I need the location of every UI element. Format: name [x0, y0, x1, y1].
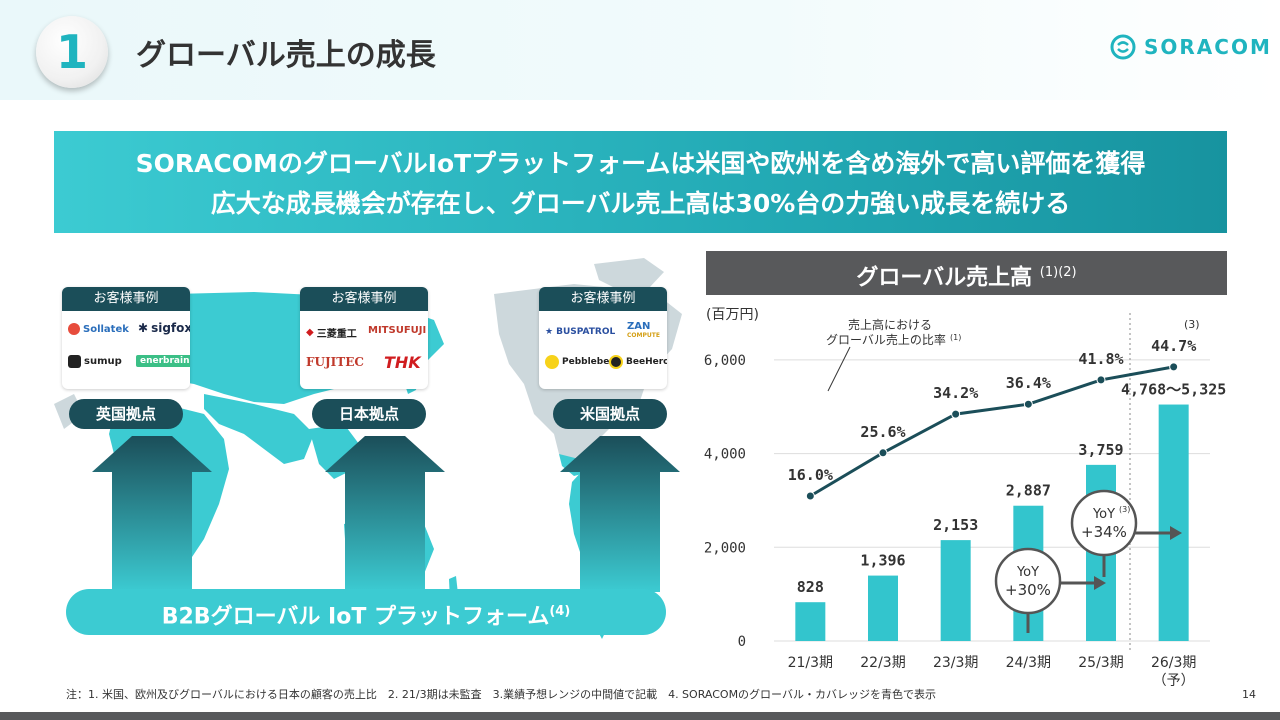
yoy-label: YoY [1092, 507, 1115, 522]
y-tick-label: 4,000 [704, 447, 746, 463]
line-series-name-note: (1) [950, 333, 961, 342]
y-tick-label: 6,000 [704, 353, 746, 369]
x-tick-label: 23/3期 [933, 655, 978, 671]
yoy-note: (3) [1119, 505, 1130, 514]
x-tick-label: 26/3期 [1151, 655, 1196, 671]
yoy-annotation: YoY (3) +34% [1070, 489, 1182, 577]
case-box-uk: お客様事例 Sollatek ✱ sigfox sumup enerbrain [62, 287, 190, 389]
logo-zan-compute: ZAN COMPUTE [627, 321, 660, 339]
arrow-uk [92, 436, 212, 592]
headline-line-1: SORACOMのグローバルIoTプラットフォームは米国や欧州を含め海外で高い評価… [135, 149, 1146, 178]
line-point-label: 34.2% [933, 384, 978, 402]
yoy-annotation: YoY+30% [994, 547, 1106, 633]
bar-value-label: 2,153 [933, 516, 978, 534]
logo-mitsubishi-heavy: ◆ 三菱重工 [306, 327, 357, 340]
bar [868, 575, 898, 641]
bottom-bar [0, 712, 1280, 720]
y-tick-label: 0 [738, 634, 746, 650]
bar-value-label: 828 [797, 578, 824, 596]
y-tick-label: 2,000 [704, 540, 746, 556]
soracom-logo-icon [1110, 34, 1136, 60]
section-number-badge: 1 [36, 16, 108, 88]
logo-mitsufuji: MITSUFUJI [368, 325, 427, 336]
revenue-chart: (百万円) 0 2,000 4,000 6,000 828 1,396 2,153 2,88… [704, 307, 1226, 689]
arrow-us [560, 436, 680, 592]
case-box-us: お客様事例 ★ BUSPATROL ZAN COMPUTE Pebblebee B… [539, 287, 667, 389]
line-point-label: 41.8% [1078, 350, 1123, 368]
line-point [805, 491, 815, 501]
logo-sumup: sumup [68, 355, 122, 368]
bar [940, 540, 971, 641]
line-series-pointer [827, 346, 851, 392]
line-point [1023, 399, 1033, 409]
case-box-header: お客様事例 [300, 287, 428, 311]
yoy-label: YoY [1016, 565, 1039, 580]
section-number: 1 [55, 25, 88, 79]
unit-label: (百万円) [706, 307, 759, 323]
yoy-value: +34% [1081, 523, 1127, 541]
map-greenland [594, 258, 664, 290]
footnote: 注：1. 米国、欧州及びグローバルにおける日本の顧客の売上比 2. 21/3期は… [66, 688, 936, 701]
line-last-note: (3) [1184, 318, 1200, 331]
line-series-path [809, 365, 1174, 498]
case-box-japan: お客様事例 ◆ 三菱重工 MITSUFUJI FUJITEC THK [300, 287, 428, 389]
x-tick-label: 24/3期 [1006, 655, 1051, 671]
line-point [1169, 362, 1179, 372]
line-point-label: 16.0% [788, 466, 833, 484]
soracom-logo: SORACOM [1110, 34, 1272, 60]
logo-buspatrol: ★ BUSPATROL [545, 327, 616, 337]
platform-note: (4) [549, 604, 571, 619]
x-tick-label: 22/3期 [860, 655, 905, 671]
logo-beehero: BeeHero [609, 355, 667, 369]
logo-sollatek: Sollatek [68, 323, 129, 335]
case-box-header: お客様事例 [539, 287, 667, 311]
logo-enerbrain: enerbrain [136, 355, 190, 367]
x-tick-sublabel: （予） [1153, 673, 1195, 689]
bar-value-label: 3,759 [1078, 441, 1123, 459]
header-band [0, 0, 1280, 100]
platform-bar: B2Bグローバル IoT プラットフォーム(4) [66, 589, 666, 635]
line-point-label: 36.4% [1006, 374, 1051, 392]
yoy-circle [994, 547, 1062, 615]
logo-fujitec: FUJITEC [306, 355, 364, 369]
bar [1158, 404, 1189, 641]
line-point [878, 448, 888, 458]
yoy-circle [1070, 489, 1138, 557]
logo-text: SORACOM [1144, 35, 1272, 59]
case-box-header: お客様事例 [62, 287, 190, 311]
page-number: 14 [1242, 688, 1256, 701]
logo-thk: THK [384, 353, 421, 372]
line-point [951, 409, 961, 419]
headline-line-2: 広大な成長機会が存在し、グローバル売上高は30%台の力強い成長を続ける [210, 189, 1071, 218]
bar-value-label: 1,396 [860, 552, 905, 570]
bar-value-label: 4,768～5,325 [1121, 381, 1226, 399]
site-japan: 日本拠点 [312, 399, 426, 429]
line-series-name-2: グローバル売上の比率 [826, 332, 946, 347]
yoy-arrow-head [1094, 576, 1106, 590]
logo-sigfox: ✱ sigfox [138, 321, 190, 335]
page-title: グローバル売上の成長 [136, 38, 436, 73]
line-point-label: 44.7% [1151, 337, 1196, 355]
x-tick-label: 21/3期 [788, 655, 833, 671]
chart-title-text: グローバル売上高 [856, 265, 1033, 291]
chart-title-note: (1)(2) [1039, 265, 1077, 280]
line-series-name-1: 売上高における [848, 317, 932, 332]
bar [795, 602, 826, 641]
map-south-asia [204, 394, 314, 464]
line-point [1096, 375, 1106, 385]
yoy-value: +30% [1005, 581, 1051, 599]
logo-pebblebee: Pebblebee [545, 355, 615, 369]
line-point-label: 25.6% [860, 423, 905, 441]
platform-label: B2Bグローバル IoT プラットフォーム [161, 604, 550, 630]
chart-title: グローバル売上高 (1)(2) [706, 251, 1227, 295]
arrow-japan [325, 436, 445, 592]
yoy-arrow-head [1170, 526, 1182, 540]
site-uk: 英国拠点 [69, 399, 183, 429]
site-us: 米国拠点 [553, 399, 667, 429]
bar-value-label: 2,887 [1006, 482, 1051, 500]
headline-banner: SORACOMのグローバルIoTプラットフォームは米国や欧州を含め海外で高い評価… [54, 131, 1227, 233]
x-tick-label: 25/3期 [1078, 655, 1123, 671]
